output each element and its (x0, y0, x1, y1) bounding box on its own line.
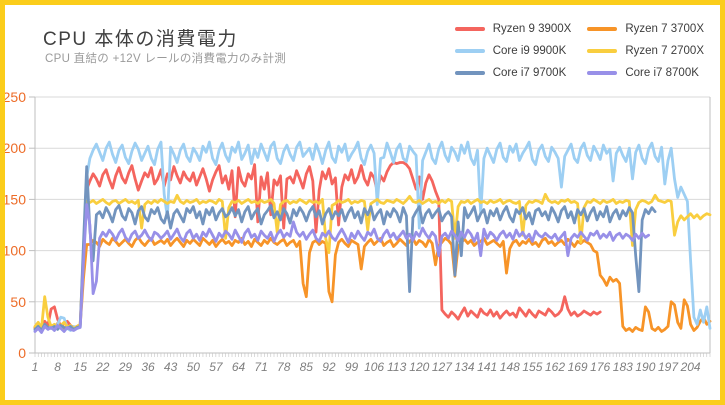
y-tick-label: 0 (18, 345, 26, 361)
legend-item-ryzen-7-3700x: Ryzen 7 3700X (587, 23, 704, 35)
x-tick-label: 85 (300, 360, 314, 374)
legend-line-swatch (454, 71, 485, 75)
legend-label: Core i7 8700K (625, 67, 699, 79)
x-tick-label: 190 (635, 360, 655, 374)
x-tick-label: 99 (345, 360, 359, 374)
legend-item-ryzen-7-2700x: Ryzen 7 2700X (587, 45, 704, 57)
legend-item-ryzen-9-3900x: Ryzen 9 3900X (454, 23, 572, 35)
x-tick-label: 1 (32, 360, 39, 374)
x-tick-label: 43 (164, 360, 178, 374)
x-tick-label: 148 (500, 360, 520, 374)
x-tick-label: 71 (254, 360, 267, 374)
series-line-ryzen-7-3700x (33, 235, 712, 333)
legend-label: Core i7 9700K (492, 67, 567, 79)
x-tick-label: 92 (322, 360, 336, 374)
series-line-core-i7-9700k (33, 165, 657, 332)
series-line-ryzen-7-2700x (33, 192, 712, 330)
x-tick-label: 113 (387, 360, 406, 374)
legend-line-swatch (587, 27, 618, 31)
y-tick-label: 200 (5, 140, 26, 156)
line-chart-canvas: 0 50 100 150 200 250 1 8 15 22 29 36 43 50 57 64 71 78 85 9… (5, 89, 712, 374)
legend-label: Core i9 9900K (492, 45, 567, 57)
x-tick-label: 197 (658, 360, 679, 374)
x-tick-label: 169 (568, 360, 588, 374)
legend: Ryzen 9 3900X Ryzen 7 3700X Core i9 9900K R… (454, 23, 704, 79)
y-tick-label: 250 (5, 89, 26, 105)
legend-label: Ryzen 9 3900X (492, 23, 572, 35)
x-tick-label: 36 (141, 360, 155, 374)
x-tick-label: 134 (454, 360, 474, 374)
x-tick-label: 50 (187, 360, 201, 374)
x-tick-label: 57 (209, 360, 224, 374)
x-tick-label: 183 (613, 360, 633, 374)
x-tick-label: 127 (432, 360, 453, 374)
x-tick-label: 22 (95, 360, 110, 374)
legend-item-core-i9-9900k: Core i9 9900K (454, 45, 572, 57)
legend-label: Ryzen 7 2700X (625, 45, 704, 57)
legend-line-swatch (587, 71, 618, 75)
chart-subtitle: CPU 直結の +12V レールの消費電力のみ計測 (45, 53, 287, 65)
series-line-core-i7-8700k (33, 203, 650, 334)
x-tick-label: 204 (680, 360, 701, 374)
x-tick-label: 64 (232, 360, 246, 374)
legend-item-core-i7-9700k: Core i7 9700K (454, 67, 572, 79)
series-line-core-i9-9900k (33, 140, 712, 333)
legend-line-swatch (454, 27, 485, 31)
x-tick-label: 29 (118, 360, 133, 374)
x-tick-label: 15 (74, 360, 88, 374)
y-tick-label: 150 (5, 191, 26, 207)
y-tick-label: 50 (10, 294, 26, 310)
chart-title: CPU 本体の消費電力 (43, 29, 238, 50)
legend-line-swatch (587, 49, 618, 53)
legend-line-swatch (454, 49, 485, 53)
legend-item-core-i7-8700k: Core i7 8700K (587, 67, 704, 79)
x-tick-label: 162 (545, 360, 565, 374)
x-tick-label: 141 (477, 360, 497, 374)
x-tick-label: 78 (277, 360, 291, 374)
y-tick-label: 100 (5, 243, 26, 259)
x-tick-label: 120 (409, 360, 429, 374)
x-tick-label: 155 (522, 360, 542, 374)
x-tick-label: 176 (590, 360, 610, 374)
x-tick-label: 8 (54, 360, 61, 374)
x-tick-label: 106 (364, 360, 384, 374)
legend-label: Ryzen 7 3700X (625, 23, 704, 35)
